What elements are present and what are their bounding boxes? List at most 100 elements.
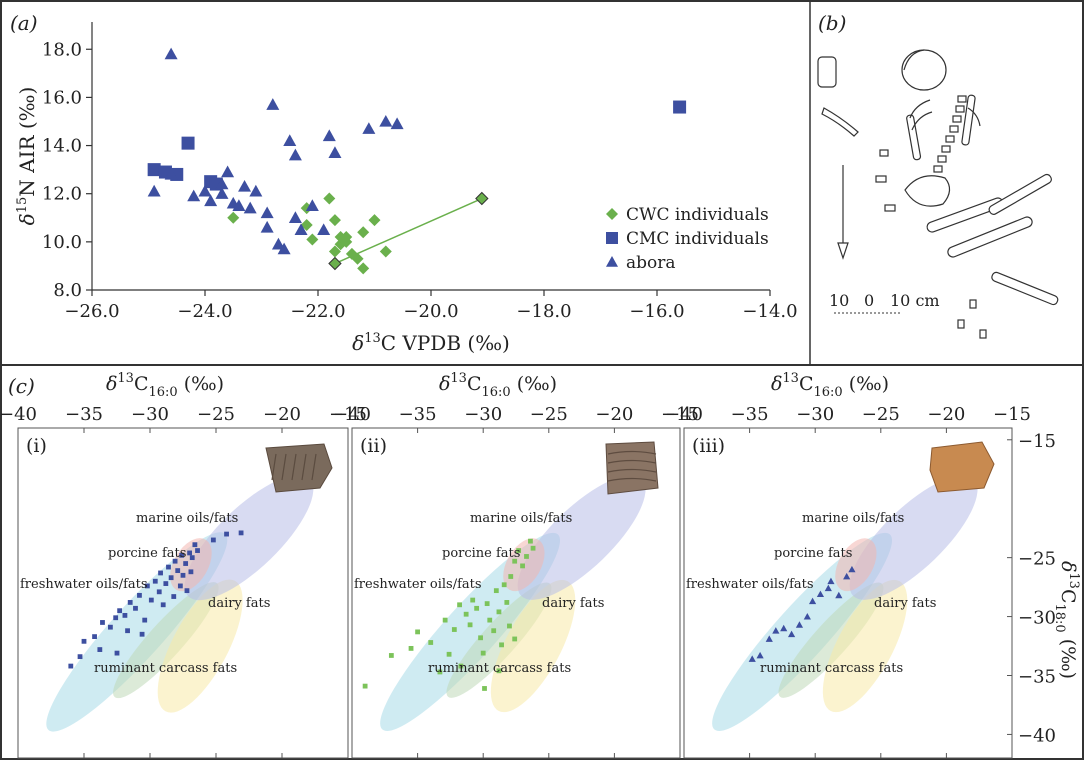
lipid-point — [795, 621, 804, 628]
top-tick-label: −20 — [263, 404, 301, 425]
bone-fragment — [979, 329, 987, 339]
top-tick-label: −20 — [927, 404, 965, 425]
lipid-point — [520, 563, 525, 569]
top-tick-label: −35 — [65, 404, 103, 425]
lipid-point — [160, 602, 166, 608]
lipid-point — [491, 628, 497, 634]
lipid-point — [192, 542, 198, 548]
lipid-point — [835, 591, 843, 599]
x-tick-label: −22.0 — [290, 301, 345, 322]
lipid-point — [108, 624, 113, 630]
x-tick-label: −16.0 — [629, 301, 684, 322]
scale-tick-label: 10 cm — [890, 291, 940, 310]
abora-point — [215, 177, 229, 190]
cwc-point — [351, 252, 364, 265]
lipid-point — [437, 669, 443, 675]
label-marine-oils: marine oils/fats — [802, 511, 904, 526]
cwc-point — [328, 256, 342, 271]
sherd-decoration — [311, 453, 317, 481]
lipid-point — [168, 575, 174, 581]
subplot-label: (i) — [26, 435, 47, 457]
abora-point — [322, 129, 336, 142]
top-axis-label: δ13C16:0 (‰) — [771, 371, 889, 400]
lipid-point — [137, 592, 142, 598]
lipid-point — [451, 627, 457, 632]
abora-point — [317, 223, 331, 236]
lipid-point — [458, 663, 464, 669]
bone-fragment — [969, 299, 977, 309]
abora-point — [328, 146, 342, 158]
lipid-point — [756, 651, 764, 659]
label-porcine-fats: porcine fats — [774, 546, 852, 561]
subplot-frame — [351, 427, 681, 759]
panel-a-y-label: δ15N AIR (‰) — [15, 87, 39, 226]
panel-label-a: (a) — [10, 11, 38, 35]
lipid-point — [482, 686, 487, 691]
abora-point — [288, 148, 302, 161]
lipid-point — [122, 612, 128, 618]
skull-shape — [901, 49, 947, 91]
cwc-point — [306, 233, 319, 246]
label-porcine-fats: porcine fats — [442, 546, 520, 561]
sherd-decoration — [271, 453, 277, 481]
subplot-label: (ii) — [360, 435, 387, 457]
abora-point — [221, 165, 235, 178]
lipid-point — [152, 578, 158, 584]
top-tick-label: −40 — [665, 404, 703, 425]
lipid-point — [210, 537, 216, 543]
top-tick-label: −20 — [595, 404, 633, 425]
lipid-point — [171, 594, 177, 599]
abora-point — [266, 98, 280, 110]
lipid-point — [183, 561, 189, 566]
sherd-decoration — [291, 453, 297, 481]
right-tick-label: −25 — [1018, 549, 1056, 570]
top-tick-label: −30 — [131, 404, 169, 425]
sherd-decoration — [281, 453, 287, 481]
lipid-point — [487, 617, 493, 623]
lipid-point — [158, 570, 163, 576]
lipid-point — [780, 624, 788, 632]
sherd-decoration — [301, 453, 307, 481]
label-dairy-fats: dairy fats — [542, 596, 604, 611]
cwc-point — [368, 214, 381, 227]
right-tick-label: −40 — [1018, 725, 1056, 746]
marine-region — [849, 475, 978, 600]
label-marine-oils: marine oils/fats — [470, 511, 572, 526]
top-tick-label: −15 — [329, 404, 367, 425]
lipid-point — [816, 590, 825, 598]
subplot-frame — [17, 427, 349, 759]
lipid-point — [843, 572, 851, 580]
label-freshwater-oils: freshwater oils/fats — [20, 577, 148, 592]
abora-point — [294, 223, 308, 236]
scale-tick-label: 0 — [864, 291, 874, 310]
abora-point — [232, 199, 246, 211]
top-tick-label: −25 — [530, 404, 568, 425]
arm-bone-right — [961, 94, 976, 146]
lipid-point — [516, 548, 522, 553]
lipid-point — [808, 597, 817, 605]
lipid-point — [442, 617, 448, 623]
cwc-point — [323, 192, 336, 205]
lipid-point — [144, 583, 150, 589]
lipid-point — [824, 584, 832, 592]
lipid-point — [512, 636, 518, 642]
panel-a-x-label: δ13C VPDB (‰) — [352, 331, 510, 355]
lipid-point — [474, 605, 480, 611]
lipid-point — [156, 589, 162, 595]
panel-label-b: (b) — [818, 11, 846, 35]
legend-label: CWC individuals — [626, 205, 769, 225]
top-tick-label: −40 — [0, 404, 37, 425]
x-tick-label: −18.0 — [516, 301, 571, 322]
cmc-point — [147, 163, 161, 177]
abora-point — [238, 179, 252, 192]
lipid-point — [499, 642, 504, 648]
sherd-decoration — [607, 450, 657, 455]
lipid-point — [68, 663, 74, 669]
lipid-point — [166, 564, 171, 570]
top-tick-label: −15 — [993, 404, 1031, 425]
lipid-point — [97, 647, 103, 652]
y-tick-label: 14.0 — [42, 136, 82, 157]
abora-point — [243, 201, 257, 214]
